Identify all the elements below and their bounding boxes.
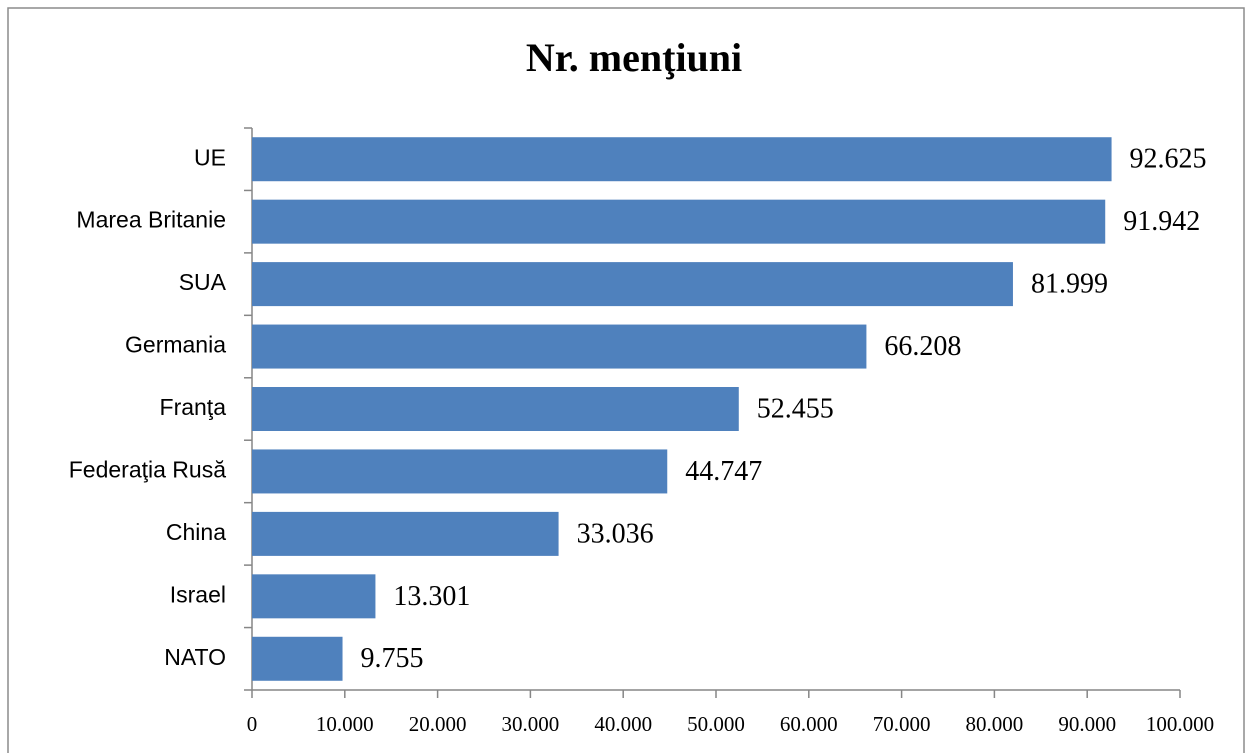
value-label: 66.208 xyxy=(884,331,961,362)
bar xyxy=(252,262,1013,307)
y-tick-label: NATO xyxy=(164,644,226,670)
x-tick-label: 100.000 xyxy=(1146,712,1214,736)
x-tick-label: 10.000 xyxy=(316,712,374,736)
y-tick-label: Marea Britanie xyxy=(76,207,226,233)
bar xyxy=(252,324,867,369)
bar xyxy=(252,511,559,556)
x-tick-label: 70.000 xyxy=(873,712,931,736)
x-tick-label: 50.000 xyxy=(687,712,745,736)
y-tick-label: Franţa xyxy=(160,394,227,420)
value-label: 92.625 xyxy=(1130,144,1207,175)
y-tick-label: Federaţia Rusă xyxy=(69,457,226,483)
y-tick-label: Israel xyxy=(170,581,226,607)
bar xyxy=(252,636,343,681)
value-label: 13.301 xyxy=(393,581,470,612)
value-label: 81.999 xyxy=(1031,269,1108,300)
x-tick-label: 80.000 xyxy=(966,712,1024,736)
x-tick-label: 90.000 xyxy=(1058,712,1116,736)
y-tick-label: SUA xyxy=(179,269,227,295)
value-label: 91.942 xyxy=(1123,206,1200,237)
y-tick-label: Germania xyxy=(125,332,226,358)
x-tick-label: 40.000 xyxy=(594,712,652,736)
bar xyxy=(252,449,668,494)
x-tick-label: 60.000 xyxy=(780,712,838,736)
bar xyxy=(252,574,376,619)
value-label: 52.455 xyxy=(757,393,834,424)
x-tick-label: 0 xyxy=(247,712,258,736)
value-label: 9.755 xyxy=(361,643,424,674)
x-tick-label: 30.000 xyxy=(502,712,560,736)
bar xyxy=(252,387,739,431)
y-tick-label: UE xyxy=(194,144,226,170)
y-tick-label: China xyxy=(166,519,226,545)
bar xyxy=(252,137,1112,182)
value-label: 44.747 xyxy=(685,456,762,487)
x-tick-label: 20.000 xyxy=(409,712,467,736)
chart-title: Nr. menţiuni xyxy=(526,35,742,80)
chart-frame xyxy=(7,7,1245,753)
bar xyxy=(252,199,1106,244)
value-label: 33.036 xyxy=(577,518,654,549)
